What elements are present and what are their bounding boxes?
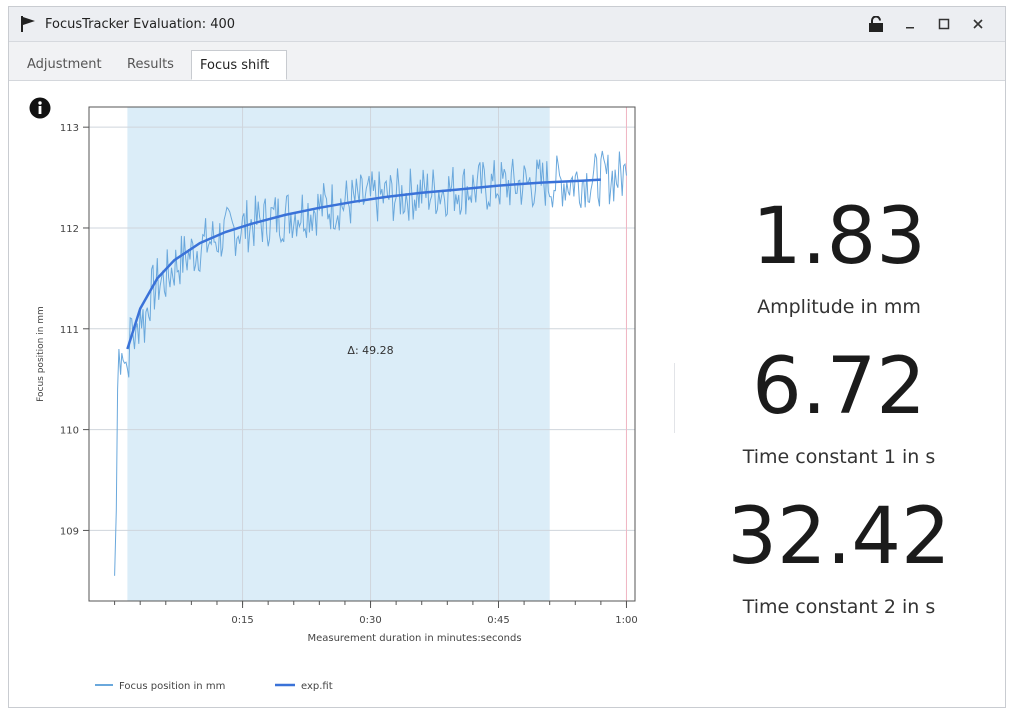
- time-constant-1-value: 6.72: [752, 342, 926, 432]
- amplitude-label: Amplitude in mm: [757, 296, 921, 318]
- series-exp-fit: [126, 178, 601, 350]
- chart-legend: Focus position in mm exp.fit: [95, 681, 333, 692]
- x-tick-label: 0:30: [359, 615, 381, 626]
- focus-shift-chart: 0:15 0:30 0:45 1:00 109 110 111 112 113 Δ: 49.28…: [36, 106, 638, 692]
- info-icon[interactable]: [29, 97, 51, 119]
- tab-results[interactable]: Results: [127, 57, 174, 72]
- title-bar: FocusTracker Evaluation: 400: [9, 7, 1005, 42]
- tab-adjustment[interactable]: Adjustment: [27, 57, 102, 72]
- y-axis-label: Focus position in mm: [36, 306, 46, 402]
- delta-annotation: Δ: 49.28: [347, 344, 393, 357]
- lock-icon[interactable]: [859, 10, 893, 38]
- time-constant-2-label: Time constant 2 in s: [742, 596, 936, 618]
- maximize-icon[interactable]: [927, 10, 961, 38]
- y-tick-label: 109: [60, 526, 79, 537]
- series-focus-position: [114, 150, 627, 576]
- flag-icon: [19, 15, 37, 33]
- amplitude-value: 1.83: [752, 192, 926, 282]
- x-tick-label: 0:45: [487, 615, 509, 626]
- selected-range-band: [127, 107, 550, 601]
- x-tick-label: 0:15: [231, 615, 253, 626]
- x-tick-label: 1:00: [615, 615, 637, 626]
- close-icon[interactable]: [961, 10, 995, 38]
- minimize-icon[interactable]: [893, 10, 927, 38]
- x-axis-label: Measurement duration in minutes:seconds: [307, 633, 521, 644]
- vertical-divider: [674, 363, 675, 433]
- y-tick-label: 111: [60, 325, 79, 336]
- tab-focus-shift[interactable]: Focus shift: [191, 50, 287, 80]
- time-constant-1-label: Time constant 1 in s: [742, 446, 936, 468]
- app-window: FocusTracker Evaluation: 400 Adjustment …: [8, 6, 1006, 708]
- window-title: FocusTracker Evaluation: 400: [45, 16, 236, 32]
- legend-label-raw: Focus position in mm: [119, 681, 225, 692]
- legend-label-fit: exp.fit: [301, 681, 333, 692]
- time-constant-2-value: 32.42: [727, 492, 951, 582]
- y-tick-label: 113: [60, 123, 79, 134]
- tab-bar: Adjustment Results Focus shift: [9, 42, 1005, 81]
- plot-frame: [88, 106, 636, 602]
- y-tick-label: 112: [60, 224, 79, 235]
- y-tick-label: 110: [60, 426, 79, 437]
